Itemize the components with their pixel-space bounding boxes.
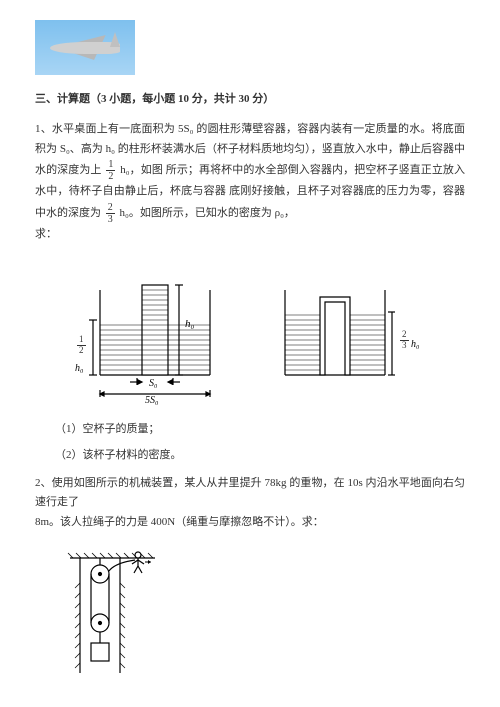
fraction-two-thirds: 2 3 (106, 202, 115, 225)
p1-text-g: 求： (35, 225, 465, 245)
label-5s0: 5S₀ (145, 395, 159, 405)
diagram-row-1: h₀ 12 h₀ S₀ 5S₀ 23 h₀ (35, 265, 465, 405)
problem-1: 1、水平桌面上有一底面积为 5S₀ 的圆柱形薄壁容器，容器内装有一定质量的水。将… (35, 120, 465, 245)
p1-text-c: h₀，如图 (120, 164, 163, 176)
fraction-half: 1 2 (106, 159, 115, 182)
frac-num: 2 (106, 202, 115, 214)
frac-den: 3 (106, 214, 115, 225)
plane-body (50, 42, 120, 54)
p2-text-a: 2、使用如图所示的机械装置，某人从井里提升 78kg 的重物，在 10s 内沿水… (35, 477, 465, 509)
frac-den: 2 (106, 171, 115, 182)
diagram-left: h₀ 12 h₀ S₀ 5S₀ (75, 265, 235, 405)
problem-2: 2、使用如图所示的机械装置，某人从井里提升 78kg 的重物，在 10s 内沿水… (35, 474, 465, 533)
frac-num: 1 (106, 159, 115, 171)
diagram-right: 23 h₀ (275, 265, 425, 405)
p2-text-b: 8m。该人拉绳子的力是 400N（绳重与摩擦忽略不计）。求： (35, 513, 465, 533)
subquestion-2: （2）该杯子材料的密度。 (55, 446, 465, 466)
svg-text:h₀: h₀ (411, 339, 420, 350)
p1-text-f: h₀。如图所示，已知水的密度为 ρ₀， (120, 207, 295, 219)
section-title: 三、计算题（3 小题，每小题 10 分，共计 30 分） (35, 90, 465, 110)
label-h0: h₀ (185, 318, 195, 330)
label-s0: S₀ (149, 378, 158, 389)
svg-text:h₀: h₀ (75, 363, 84, 374)
subquestion-1: （1）空杯子的质量； (55, 420, 465, 440)
airplane-image (35, 20, 135, 75)
pulley-diagram (65, 548, 465, 686)
